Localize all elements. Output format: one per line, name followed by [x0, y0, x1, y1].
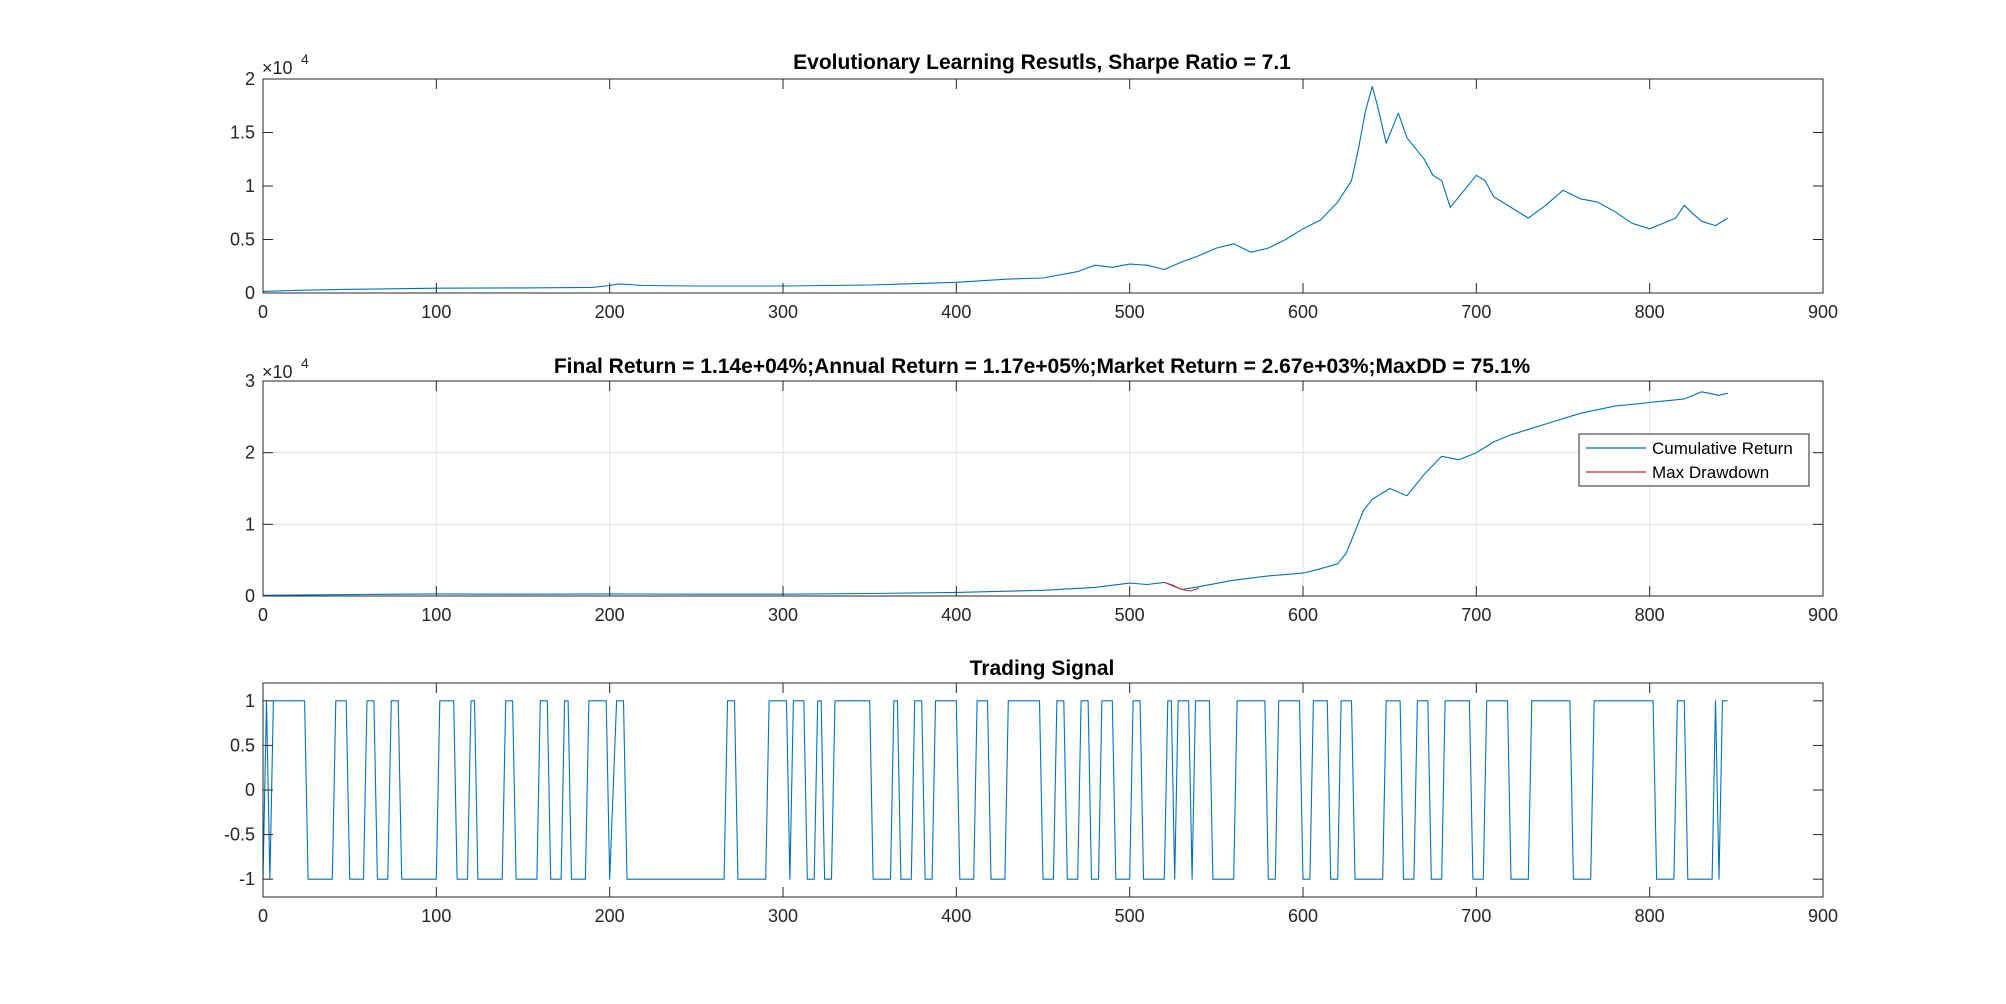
y-tick-label: 1.5 — [230, 123, 255, 143]
x-tick-label: 300 — [768, 302, 798, 322]
x-tick-label: 600 — [1288, 605, 1318, 625]
y-tick-label: 0.5 — [230, 735, 255, 755]
x-tick-label: 500 — [1115, 302, 1145, 322]
x-tick-label: 600 — [1288, 906, 1318, 926]
x-tick-label: 900 — [1808, 302, 1838, 322]
y-tick-label: 2 — [245, 443, 255, 463]
legend-label-cumulative-return: Cumulative Return — [1652, 439, 1793, 458]
x-tick-label: 900 — [1808, 605, 1838, 625]
x-tick-label: 300 — [768, 605, 798, 625]
chart-middle: 0 100 200 300 400 500 600 700 800 900 0 1 2 3 Final R… — [245, 355, 1838, 625]
x-tick-label: 0 — [258, 302, 268, 322]
y-tick-label: 1 — [245, 176, 255, 196]
legend-label-max-drawdown: Max Drawdown — [1652, 463, 1769, 482]
x-tick-label: 700 — [1461, 906, 1491, 926]
y-tick-label: 1 — [245, 691, 255, 711]
x-tick-label: 200 — [595, 605, 625, 625]
x-tick-label: 300 — [768, 906, 798, 926]
legend-box — [1578, 433, 1810, 487]
chart-top: 0 100 200 300 400 500 600 700 800 900 0 0.5 1 1.5 2 Ev… — [230, 51, 1838, 322]
y-tick-label: 2 — [245, 69, 255, 89]
x-tick-label: 600 — [1288, 302, 1318, 322]
x-tick-label: 0 — [258, 906, 268, 926]
chart-bottom: 0 100 200 300 400 500 600 700 800 900-1-0.500.51 … — [224, 657, 1838, 926]
y-tick-label: 3 — [245, 371, 255, 391]
x-tick-label: 400 — [941, 302, 971, 322]
x-tick-label: 200 — [595, 906, 625, 926]
x-tick-label: 0 — [258, 605, 268, 625]
x-tick-label: 400 — [941, 906, 971, 926]
axes-box — [262, 380, 1824, 597]
x-tick-label: 400 — [941, 605, 971, 625]
y-tick-label: 0 — [245, 283, 255, 303]
x-tick-label: 800 — [1635, 605, 1665, 625]
x-tick-label: 900 — [1808, 906, 1838, 926]
series-line-cumulative-return — [262, 391, 1728, 596]
plot-area — [263, 79, 1823, 293]
chart-middle-y-exponent-base: ×10 — [262, 362, 293, 382]
y-tick-label: 0 — [245, 586, 255, 606]
chart-top-y-exponent-base: ×10 — [262, 58, 293, 78]
x-tick-label: 200 — [595, 302, 625, 322]
series-line-max-drawdown — [1164, 581, 1200, 592]
y-tick-label: -1 — [239, 869, 255, 889]
x-tick-label: 500 — [1115, 605, 1145, 625]
x-tick-label: 700 — [1461, 302, 1491, 322]
x-tick-label: 500 — [1115, 906, 1145, 926]
x-tick-label: 100 — [421, 605, 451, 625]
chart-top-y-exponent-power: 4 — [301, 51, 309, 67]
chart-top-title: Evolutionary Learning Resutls, Sharpe Ra… — [793, 51, 1291, 74]
plot-area — [263, 381, 1823, 596]
x-tick-label: 700 — [1461, 605, 1491, 625]
x-tick-label: 800 — [1635, 302, 1665, 322]
chart-middle-legend: Cumulative Return Max Drawdown — [1578, 433, 1810, 487]
series-line-series-0 — [262, 700, 1728, 880]
y-tick-label: -0.5 — [224, 825, 255, 845]
y-tick-label: 0 — [245, 780, 255, 800]
x-tick-label: 800 — [1635, 906, 1665, 926]
series-line-series-0 — [262, 85, 1728, 292]
chart-middle-title: Final Return = 1.14e+04%;Annual Return =… — [554, 355, 1531, 378]
chart-bottom-title: Trading Signal — [970, 657, 1115, 680]
y-tick-label: 1 — [245, 514, 255, 534]
x-tick-label: 100 — [421, 906, 451, 926]
x-tick-label: 100 — [421, 302, 451, 322]
y-tick-label: 0.5 — [230, 230, 255, 250]
chart-middle-y-exponent-power: 4 — [301, 355, 309, 371]
